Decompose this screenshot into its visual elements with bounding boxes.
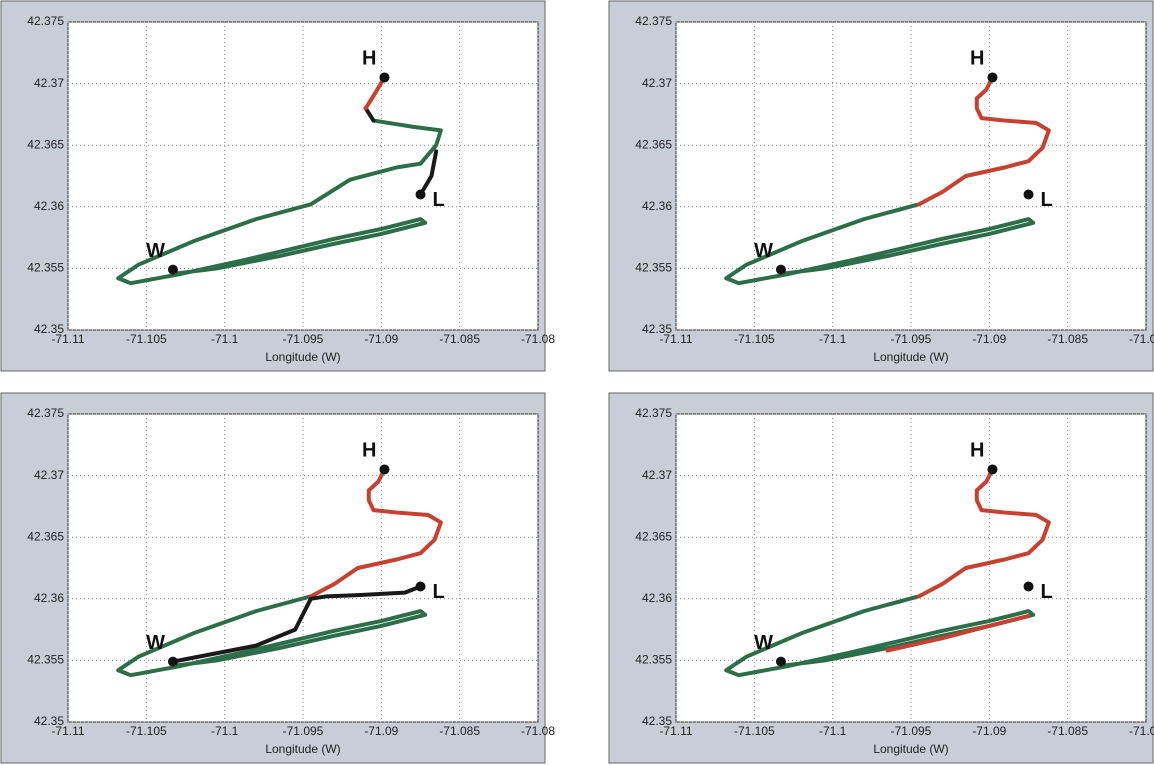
x-tick-label: -71.085 (439, 724, 480, 738)
y-tick-label: 42.37 (642, 468, 672, 482)
x-tick-label: -71.08 (521, 724, 555, 738)
y-tick-label: 42.36 (34, 591, 64, 605)
plot-area (675, 413, 1147, 723)
y-tick-label: 42.375 (27, 406, 64, 420)
x-tick-label: -71.105 (734, 332, 775, 346)
x-axis-label: Longitude (W) (873, 350, 948, 364)
trace (418, 149, 439, 197)
x-tick-label: -71.1 (819, 332, 847, 346)
x-tick-label: -71.09 (364, 724, 398, 738)
point (379, 72, 390, 83)
x-tick-label: -71.095 (283, 724, 324, 738)
x-tick-label: -71.08 (521, 332, 555, 346)
y-tick-label: 42.36 (34, 199, 64, 213)
x-tick-label: -71.085 (439, 332, 480, 346)
x-tick-label: -71.09 (972, 332, 1006, 346)
x-tick-label: -71.08 (1129, 724, 1154, 738)
point-label: W (146, 240, 165, 262)
x-tick-label: -71.11 (659, 724, 692, 738)
trace (916, 467, 1051, 599)
point-label: H (362, 440, 376, 462)
point-label: H (970, 48, 984, 70)
point (987, 72, 998, 83)
x-tick-label: -71.105 (734, 724, 775, 738)
trace (363, 106, 376, 123)
x-tick-label: -71.09 (972, 724, 1006, 738)
y-tick-label: 42.375 (635, 406, 672, 420)
y-tick-label: 42.36 (642, 591, 672, 605)
x-axis-label: Longitude (W) (265, 742, 340, 756)
y-tick-label: 42.35 (34, 322, 64, 336)
x-tick-label: -71.105 (126, 724, 167, 738)
point-label: H (362, 48, 376, 70)
plot-area (67, 413, 539, 723)
x-tick-label: -71.11 (659, 332, 692, 346)
plot-area (67, 21, 539, 331)
trace (116, 594, 428, 678)
point-label: L (433, 581, 445, 603)
point-label: W (754, 632, 773, 654)
x-tick-label: -71.095 (891, 724, 932, 738)
x-tick-label: -71.085 (1047, 332, 1088, 346)
point (1023, 189, 1034, 200)
y-tick-label: 42.35 (34, 714, 64, 728)
x-tick-label: -71.09 (364, 332, 398, 346)
y-tick-label: 42.35 (642, 714, 672, 728)
trace (116, 202, 428, 286)
point (167, 264, 178, 275)
point (1023, 581, 1034, 592)
plot-area (675, 21, 1147, 331)
x-tick-label: -71.105 (126, 332, 167, 346)
x-tick-label: -71.085 (1047, 724, 1088, 738)
point (775, 264, 786, 275)
point (987, 464, 998, 475)
y-tick-label: 42.365 (27, 137, 64, 151)
y-tick-label: 42.37 (642, 76, 672, 90)
x-tick-label: -71.095 (891, 332, 932, 346)
x-tick-label: -71.1 (819, 724, 847, 738)
y-tick-label: 42.375 (635, 14, 672, 28)
x-tick-label: -71.11 (51, 332, 84, 346)
y-tick-label: 42.355 (27, 653, 64, 667)
y-tick-label: 42.35 (642, 322, 672, 336)
x-tick-label: -71.11 (51, 724, 84, 738)
point (379, 464, 390, 475)
y-tick-label: 42.365 (635, 137, 672, 151)
point (775, 656, 786, 667)
y-tick-label: 42.37 (34, 76, 64, 90)
point-label: H (970, 440, 984, 462)
trace (916, 75, 1051, 207)
trace (363, 75, 387, 111)
y-tick-label: 42.365 (635, 529, 672, 543)
point (415, 581, 426, 592)
point (415, 189, 426, 200)
trace (308, 467, 443, 599)
y-tick-label: 42.375 (27, 14, 64, 28)
point-label: L (1041, 581, 1053, 603)
y-tick-label: 42.355 (27, 261, 64, 275)
x-axis-label: Longitude (W) (873, 742, 948, 756)
y-tick-label: 42.355 (635, 653, 672, 667)
x-tick-label: -71.08 (1129, 332, 1154, 346)
y-tick-label: 42.36 (642, 199, 672, 213)
y-tick-label: 42.355 (635, 261, 672, 275)
x-tick-label: -71.1 (211, 332, 239, 346)
point-label: W (146, 632, 165, 654)
trace (170, 584, 423, 664)
y-tick-label: 42.37 (34, 468, 64, 482)
point-label: W (754, 240, 773, 262)
trace (308, 118, 443, 207)
trace (724, 202, 1036, 286)
x-tick-label: -71.1 (211, 724, 239, 738)
point (167, 656, 178, 667)
x-tick-label: -71.095 (283, 332, 324, 346)
point-label: L (433, 189, 445, 211)
point-label: L (1041, 189, 1053, 211)
trace (724, 594, 1036, 678)
y-tick-label: 42.365 (27, 529, 64, 543)
x-axis-label: Longitude (W) (265, 350, 340, 364)
trace (885, 614, 1031, 653)
